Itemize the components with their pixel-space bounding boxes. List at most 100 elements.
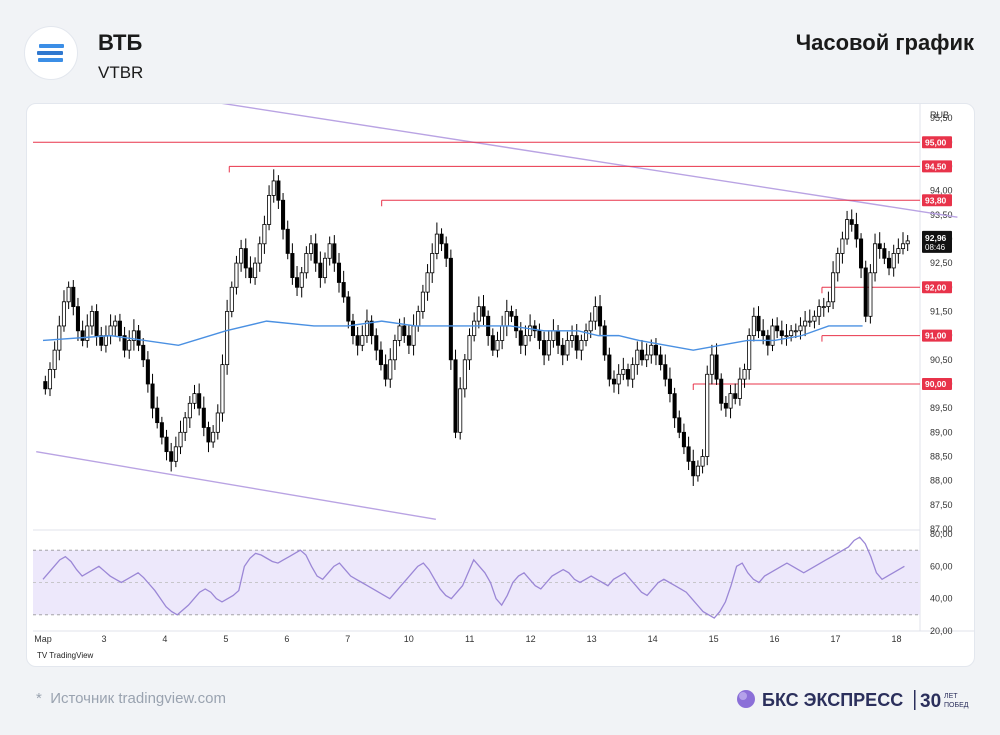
- candle: [267, 185, 272, 231]
- candle-body: [248, 267, 253, 279]
- candle-body: [332, 243, 337, 264]
- candle: [714, 343, 719, 385]
- price-chart[interactable]: RUB95,5095,0094,5094,0093,5093,0092,5092…: [27, 104, 974, 666]
- candle: [85, 314, 90, 348]
- candle: [556, 324, 561, 354]
- candle-body: [551, 330, 556, 341]
- candle: [579, 334, 584, 361]
- candle-body: [761, 330, 766, 337]
- candle-body: [425, 272, 430, 293]
- tradingview-logo: TV TradingView: [37, 651, 94, 660]
- candle-body: [131, 330, 136, 341]
- candle: [504, 299, 509, 337]
- candle-body: [700, 456, 705, 467]
- candle-body: [47, 369, 53, 390]
- candle: [47, 362, 53, 397]
- last-price-timer: 08:46: [925, 243, 946, 252]
- candle-body: [537, 330, 542, 341]
- candle-body: [150, 383, 155, 409]
- candle-body: [733, 393, 738, 399]
- candle-body: [821, 306, 826, 309]
- candle-body: [532, 325, 537, 332]
- candle: [677, 410, 682, 439]
- candle: [262, 215, 267, 254]
- candle: [845, 210, 850, 245]
- candle-body: [397, 325, 402, 341]
- candle: [546, 330, 551, 361]
- candle-body: [742, 369, 747, 380]
- candle-body: [667, 378, 672, 395]
- candle-body: [565, 340, 570, 356]
- candle-body: [472, 320, 477, 337]
- x-tick-label: Мар: [34, 634, 52, 644]
- candle-body: [239, 248, 244, 264]
- candle: [597, 295, 603, 337]
- candle: [89, 305, 94, 335]
- candle: [131, 319, 136, 351]
- candle-body: [891, 253, 896, 269]
- y-tick-label: 95,50: [930, 113, 953, 123]
- level-tag: [922, 281, 952, 294]
- candle: [253, 257, 258, 285]
- y-tick-label: 87,00: [930, 524, 953, 534]
- candle-body: [183, 417, 188, 433]
- candle-body: [66, 286, 71, 303]
- candle-body: [817, 306, 822, 317]
- candle-body: [271, 180, 276, 196]
- candle-body: [644, 354, 649, 361]
- candle: [514, 309, 519, 339]
- candle-body: [141, 344, 146, 361]
- candle-body: [392, 340, 397, 361]
- candle: [584, 323, 589, 347]
- candle: [481, 295, 486, 325]
- x-tick-label: 6: [284, 634, 289, 644]
- candle-body: [845, 219, 850, 240]
- candle: [206, 421, 211, 453]
- x-tick-label: 15: [709, 634, 719, 644]
- candle: [775, 317, 780, 339]
- candle: [155, 396, 160, 429]
- vtb-logo: [24, 26, 78, 80]
- candle: [322, 252, 328, 284]
- candle: [495, 331, 500, 358]
- candle-body: [705, 373, 710, 457]
- candle-body: [584, 330, 589, 341]
- candle: [649, 339, 654, 364]
- candle-body: [388, 359, 393, 380]
- candle-body: [211, 431, 216, 443]
- candle: [747, 328, 752, 380]
- candle: [99, 326, 104, 352]
- candle: [215, 404, 220, 440]
- candle: [500, 315, 505, 350]
- candle-body: [416, 311, 421, 327]
- candle-body: [649, 344, 654, 356]
- candle-body: [714, 354, 719, 380]
- x-tick-label: 12: [526, 634, 536, 644]
- candle-body: [570, 335, 575, 341]
- candle: [439, 228, 444, 252]
- candle: [896, 238, 901, 264]
- candle-body: [621, 369, 626, 375]
- candle-body: [574, 335, 579, 351]
- candle: [667, 367, 672, 403]
- candle: [164, 429, 169, 461]
- candle-body: [369, 320, 374, 337]
- candle-body: [677, 417, 682, 433]
- candle: [803, 310, 808, 337]
- candle: [574, 324, 579, 359]
- y-tick-label: 94,00: [930, 186, 953, 196]
- candle: [248, 256, 253, 284]
- candle: [453, 349, 458, 439]
- candle-body: [378, 349, 383, 366]
- candle-body: [276, 180, 281, 201]
- candle: [108, 314, 113, 345]
- candle-body: [411, 325, 416, 346]
- candle: [336, 252, 342, 293]
- rsi-tick-label: 20,00: [930, 626, 953, 636]
- candle-body: [542, 340, 547, 356]
- candle: [276, 175, 281, 209]
- candle-body: [812, 315, 817, 322]
- y-tick-label: 89,00: [930, 427, 953, 437]
- candle-body: [597, 306, 603, 327]
- candle: [285, 220, 290, 260]
